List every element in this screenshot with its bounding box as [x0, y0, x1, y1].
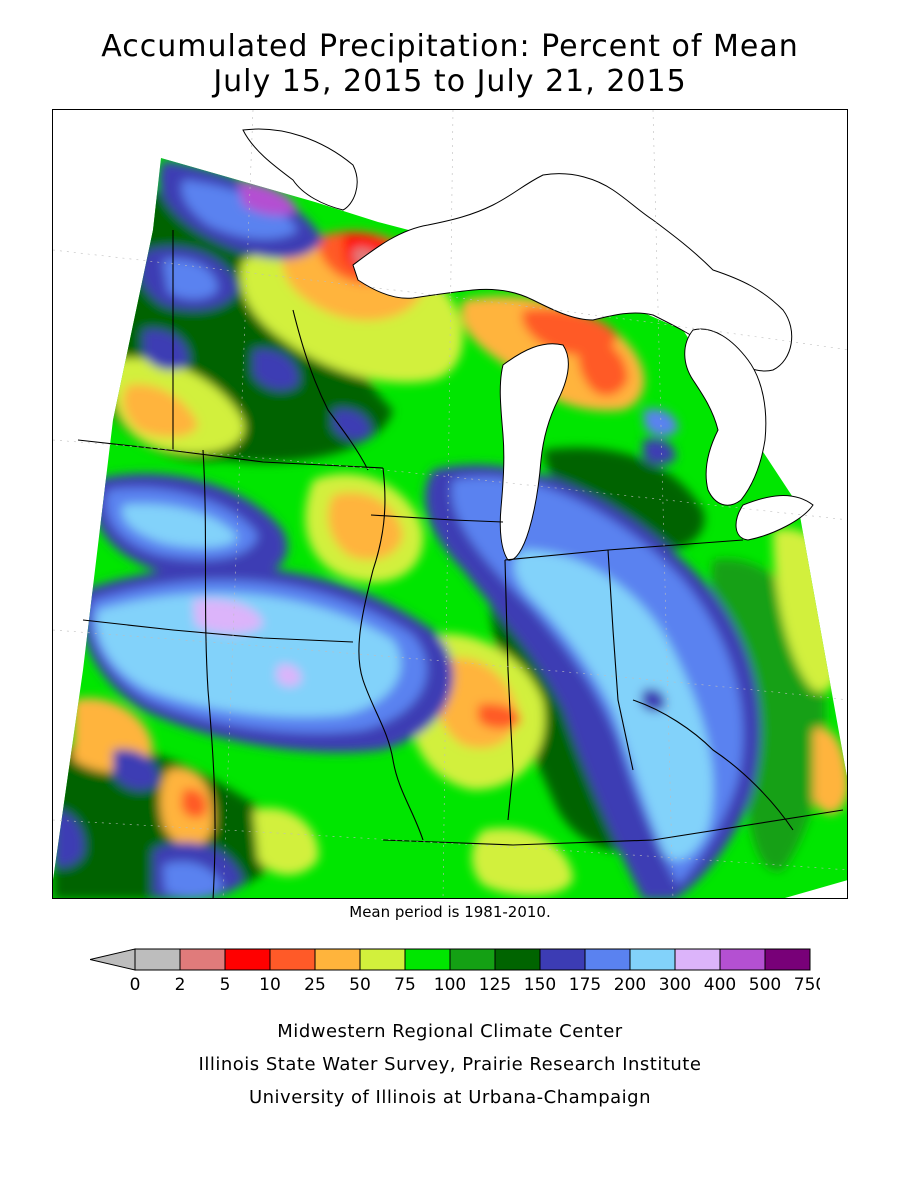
legend-swatch [539, 948, 586, 971]
precipitation-map [52, 109, 848, 899]
legend-tick-label: 75 [394, 975, 416, 995]
zone-25-50-east [813, 728, 847, 814]
zone-10-25-missouri [181, 789, 207, 818]
zone-175-200-northwest [181, 180, 298, 240]
legend-tick-label: 25 [304, 975, 326, 995]
zone-50-75-southeast [253, 808, 319, 875]
credit-isws: Illinois State Water Survey, Prairie Res… [198, 1054, 702, 1075]
canada-north [242, 128, 358, 211]
lake-erie [735, 495, 814, 541]
zone-200-300-indiana [514, 550, 714, 861]
border-ia-il-river [358, 467, 424, 841]
zone-25-50-minnesota [122, 384, 198, 437]
legend-tick-label: 50 [349, 975, 371, 995]
zone-200-300-iowa [122, 504, 238, 548]
legend-swatch [269, 948, 316, 971]
zone-125-150-michigan [543, 447, 705, 553]
border-wi-il [370, 514, 504, 523]
zone-150-175-michigan-ne [643, 408, 678, 437]
legend-tick-label: 5 [220, 975, 231, 995]
canada-land [453, 110, 847, 240]
zone-150-175-wisconsin-mid [333, 409, 372, 441]
meridian-1 [222, 110, 254, 898]
zone-150-175-wisconsin-north [253, 349, 299, 391]
legend-swatch [404, 948, 451, 971]
legend-tick-label: 150 [524, 975, 556, 995]
lake-superior [352, 173, 793, 372]
parallel-2 [53, 439, 847, 521]
meridian-3 [652, 110, 674, 898]
map-title: Accumulated Precipitation: Percent of Me… [101, 29, 799, 64]
legend-tick-label: 10 [259, 975, 281, 995]
zone-150-175-west-2 [143, 329, 189, 371]
border-oh-river [632, 699, 794, 831]
border-in-oh [607, 549, 634, 771]
zone-150-175-michigan-small [643, 438, 676, 465]
legend-swatch [494, 948, 541, 971]
zone-300-400-illinois-west [193, 599, 263, 634]
legend-tick-label: 300 [659, 975, 691, 995]
zone-50-75-ky [471, 828, 573, 896]
zone-175-200-south [163, 861, 223, 898]
mean-period-note: Mean period is 1981-2010. [349, 903, 551, 921]
legend-swatch [674, 948, 721, 971]
parallel-1 [53, 249, 847, 351]
legend-tick-label: 2 [175, 975, 186, 995]
zone-10-25-lower-mi [578, 339, 628, 396]
legend-swatch [584, 948, 631, 971]
lake-huron [684, 328, 767, 506]
meridian-2 [442, 110, 454, 898]
border-il-in [504, 559, 514, 821]
zone-150-175-missouri [113, 749, 159, 791]
legend-tick-label: 100 [434, 975, 466, 995]
legend-tick-label: 125 [479, 975, 511, 995]
legend-tick-label: 175 [569, 975, 601, 995]
legend-swatch [764, 948, 811, 971]
legend-swatch [314, 948, 361, 971]
zone-300-400-illinois-small [276, 664, 302, 687]
lake-michigan [499, 343, 569, 561]
zone-175-200-west-1 [163, 259, 218, 300]
credit-uiuc: University of Illinois at Urbana-Champai… [248, 1087, 652, 1108]
legend-tick-label: 500 [749, 975, 781, 995]
legend-swatch [629, 948, 676, 971]
border-mi-in-oh [504, 539, 744, 561]
legend-swatch [359, 948, 406, 971]
parallel-3 [53, 629, 847, 701]
border-ky-tn [382, 809, 844, 846]
parallel-4 [53, 819, 847, 871]
great-lakes [242, 110, 847, 561]
graticule [53, 110, 847, 898]
legend-below-min-arrow [89, 948, 136, 971]
border-ia-mo [82, 619, 354, 643]
color-legend: 02510255075100125150175200300400500750 [89, 946, 826, 1006]
legend-swatch [719, 948, 766, 971]
zone-400-500-northwest [238, 180, 298, 216]
legend-tick-label: 750 [794, 975, 820, 995]
legend-swatch [449, 948, 496, 971]
legend-swatch [179, 948, 226, 971]
border-mn-ia [77, 439, 384, 469]
state-boundaries [77, 230, 844, 898]
map-date-range: July 15, 2015 to July 21, 2015 [213, 64, 687, 99]
zone-200-300-illinois-west [96, 593, 401, 718]
legend-tick-label: 0 [130, 975, 141, 995]
legend-swatch [224, 948, 271, 971]
legend-tick-label: 200 [614, 975, 646, 995]
legend-swatch [134, 948, 181, 971]
border-mo-west [202, 449, 216, 898]
border-mn-wi [292, 309, 369, 471]
credit-mrcc: Midwestern Regional Climate Center [277, 1021, 623, 1042]
legend-tick-label: 400 [704, 975, 736, 995]
legend-colorbar: 02510255075100125150175200300400500750 [89, 948, 826, 995]
